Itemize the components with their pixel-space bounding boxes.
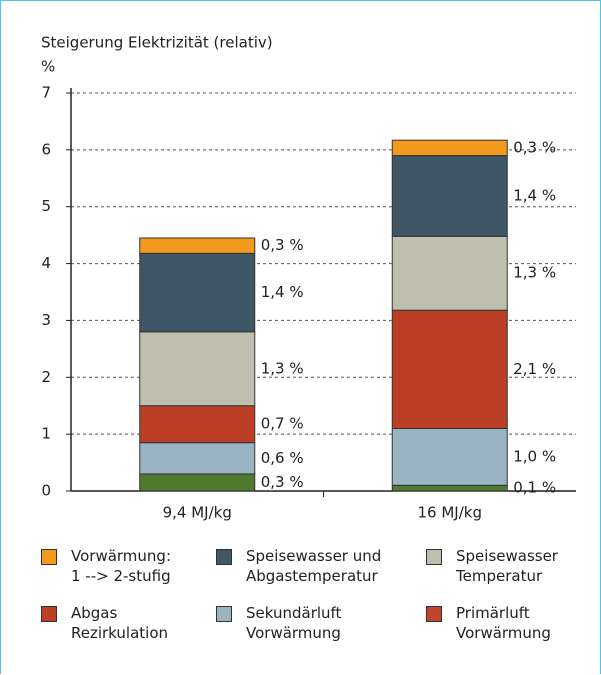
legend-label: Sekundärluft Vorwärmung — [246, 604, 342, 642]
y-tick-label: 5 — [41, 197, 51, 215]
legend-swatch — [41, 606, 57, 622]
value-label: 0,7 % — [261, 415, 304, 433]
value-label: 0,3 % — [261, 473, 304, 491]
bar-segment — [391, 427, 508, 486]
bar-segment — [139, 473, 256, 492]
value-label: 2,1 % — [513, 360, 556, 378]
y-tick-label: 4 — [41, 254, 51, 272]
legend-swatch — [426, 606, 442, 622]
legend-label: Vorwärmung: 1 --> 2-stufig — [71, 547, 172, 585]
bar-segment — [139, 331, 256, 407]
value-label: 1,4 % — [261, 283, 304, 301]
x-tick-label: 16 MJ/kg — [418, 504, 482, 522]
value-label: 1,3 % — [261, 359, 304, 377]
bar-segment — [139, 405, 256, 444]
x-tick-label: 9,4 MJ/kg — [163, 504, 232, 522]
y-tick-label: 2 — [41, 368, 51, 386]
y-tick-label: 1 — [41, 425, 51, 443]
bar-segment — [139, 237, 256, 254]
legend-label: Speisewasser und Abgastemperatur — [246, 547, 382, 585]
value-label: 0,3 % — [513, 138, 556, 156]
bar-segment — [391, 139, 508, 157]
y-axis-label: Steigerung Elektrizität (relativ) — [41, 34, 273, 52]
value-label: 0,1 % — [513, 479, 556, 497]
y-tick-label: 3 — [41, 311, 51, 329]
y-tick-label: 6 — [41, 140, 51, 158]
value-label: 0,3 % — [261, 236, 304, 254]
legend-swatch — [216, 549, 232, 565]
value-label: 1,4 % — [513, 186, 556, 204]
legend-item: Sekundärluft Vorwärmung — [216, 603, 341, 643]
bar-segment — [139, 252, 256, 333]
bar-segment — [391, 155, 508, 237]
legend-label: Abgas Rezirkulation — [71, 604, 169, 642]
legend-label: Speisewasser Temperatur — [456, 547, 558, 585]
legend-item: Primärluft Vorwärmung — [426, 603, 551, 643]
legend-item: Vorwärmung: 1 --> 2-stufig — [41, 546, 171, 586]
value-label: 1,0 % — [513, 447, 556, 465]
legend-swatch — [426, 549, 442, 565]
legend-item: Speisewasser und Abgastemperatur — [216, 546, 381, 586]
legend-swatch — [216, 606, 232, 622]
y-unit: % — [41, 58, 55, 76]
legend-item: Abgas Rezirkulation — [41, 603, 168, 643]
y-tick-label: 7 — [41, 84, 51, 102]
legend-swatch — [41, 549, 57, 565]
bar-segment — [139, 442, 256, 475]
legend-label: Primärluft Vorwärmung — [456, 604, 551, 642]
bar-segment — [391, 309, 508, 429]
legend-item: Speisewasser Temperatur — [426, 546, 558, 586]
bar-segment — [391, 235, 508, 311]
value-label: 1,3 % — [513, 264, 556, 282]
value-label: 0,6 % — [261, 449, 304, 467]
y-tick-label: 0 — [41, 482, 51, 500]
bar-segment — [391, 484, 508, 492]
